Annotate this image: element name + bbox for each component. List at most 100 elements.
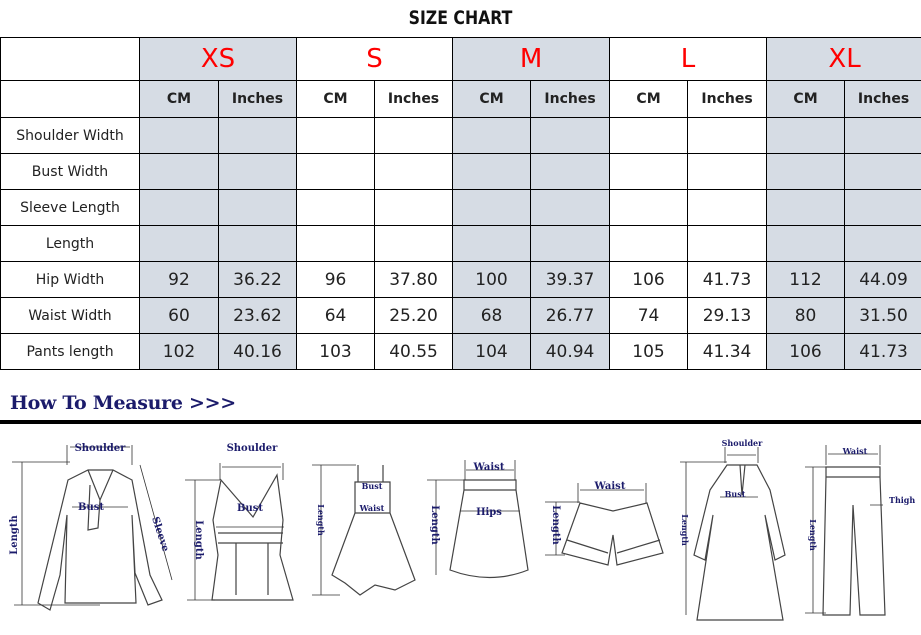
table-row: Hip Width 92 36.22 96 37.80 100 39.37 106 41.73 1… (0, 261, 921, 298)
value-cell: 41.73 (844, 333, 921, 370)
size-header-s: S (296, 37, 454, 81)
unit-header: CM (139, 80, 219, 118)
pants-illustration: Waist Thigh Length (805, 445, 915, 616)
bust-label: Bust (725, 489, 746, 499)
value-cell: 44.09 (844, 261, 921, 298)
sleeve-label: Sleeve (149, 516, 171, 554)
measurement-illustrations: Shoulder Bust Sleeve Length Shoulder Bus… (9, 438, 915, 621)
blouse-illustration: Shoulder Bust Sleeve Length (9, 443, 173, 611)
shoulder-label: Shoulder (75, 443, 127, 454)
value-cell: 36.22 (217, 261, 298, 298)
dress-illustration: Bust Waist Length (312, 464, 416, 596)
value-cell (530, 189, 611, 226)
value-cell (766, 225, 846, 262)
value-cell (217, 225, 298, 262)
value-cell (374, 225, 454, 262)
row-label: Bust Width (0, 153, 140, 190)
length-label: Length (9, 514, 20, 554)
value-cell (374, 117, 454, 154)
bust-label: Bust (78, 502, 104, 513)
value-cell (687, 225, 768, 262)
row-label: Hip Width (0, 261, 140, 298)
tank-top-illustration: Shoulder Bust Length (185, 443, 294, 601)
skirt-illustration: Waist Hips Length (427, 460, 529, 579)
value-cell (609, 153, 689, 190)
value-cell: 39.37 (530, 261, 611, 298)
value-cell: 41.34 (687, 333, 768, 370)
unit-header: CM (452, 80, 532, 118)
value-cell: 40.94 (530, 333, 611, 370)
value-cell (766, 117, 846, 154)
value-cell: 26.77 (530, 297, 611, 334)
row-label: Pants length (0, 333, 140, 370)
table-row: Length (0, 225, 921, 262)
size-chart-title: SIZE CHART (408, 7, 513, 29)
value-cell (296, 153, 376, 190)
value-cell (296, 225, 376, 262)
value-cell: 29.13 (687, 297, 768, 334)
value-cell: 92 (139, 261, 219, 298)
value-cell (139, 153, 219, 190)
size-header-xs: XS (138, 37, 298, 81)
row-label: Length (0, 225, 140, 262)
value-cell: 105 (609, 333, 689, 370)
value-cell (139, 189, 219, 226)
value-cell (530, 225, 611, 262)
shoulder-label: Shoulder (227, 443, 279, 454)
divider (0, 420, 921, 424)
table-row: Sleeve Length (0, 189, 921, 226)
length-label: Length (193, 520, 204, 560)
row-label: Sleeve Length (0, 189, 140, 226)
value-cell (217, 153, 298, 190)
shorts-illustration: Waist Length (545, 481, 664, 566)
value-cell (217, 117, 298, 154)
value-cell (139, 225, 219, 262)
value-cell: 37.80 (374, 261, 454, 298)
value-cell: 80 (766, 297, 846, 334)
how-to-measure-heading: How To Measure >>> (10, 392, 236, 414)
length-label: Length (316, 504, 326, 536)
value-cell: 25.20 (374, 297, 454, 334)
row-label: Waist Width (0, 297, 140, 334)
size-header-xl: XL (766, 37, 921, 81)
value-cell: 74 (609, 297, 689, 334)
corner-cell (0, 80, 140, 118)
value-cell (609, 189, 689, 226)
unit-header: Inches (217, 80, 298, 118)
value-cell (452, 225, 532, 262)
waist-label: Waist (359, 503, 385, 513)
value-cell: 106 (609, 261, 689, 298)
unit-header: CM (296, 80, 376, 118)
value-cell (687, 153, 768, 190)
value-cell: 41.73 (687, 261, 768, 298)
value-cell (374, 189, 454, 226)
size-header-l: L (609, 37, 768, 81)
hips-label: Hips (476, 507, 502, 518)
value-cell: 31.50 (844, 297, 921, 334)
value-cell (452, 189, 532, 226)
unit-header-row: CM Inches CM Inches CM Inches CM Inches CM Inches (0, 80, 921, 118)
value-cell (766, 189, 846, 226)
table-row: Pants length 102 40.16 103 40.55 104 40.94 105 4… (0, 333, 921, 370)
value-cell (217, 189, 298, 226)
value-cell: 40.16 (217, 333, 298, 370)
value-cell (296, 117, 376, 154)
value-cell (687, 117, 768, 154)
length-label: Length (429, 505, 440, 545)
size-header-row: XS S M L XL (0, 37, 921, 81)
waist-label: Waist (473, 462, 505, 473)
value-cell: 102 (139, 333, 219, 370)
coat-illustration: Shoulder Bust Length (680, 438, 786, 621)
waist-label: Waist (594, 481, 626, 492)
shoulder-label: Shoulder (722, 438, 763, 448)
value-cell: 96 (296, 261, 376, 298)
waist-label: Waist (842, 446, 868, 456)
value-cell (609, 225, 689, 262)
value-cell: 64 (296, 297, 376, 334)
length-label: Length (680, 514, 690, 546)
value-cell (374, 153, 454, 190)
size-table: XS S M L XL CM Inches CM Inches CM Inches CM Inches C… (0, 37, 921, 370)
value-cell (687, 189, 768, 226)
value-cell (844, 189, 921, 226)
value-cell (844, 117, 921, 154)
